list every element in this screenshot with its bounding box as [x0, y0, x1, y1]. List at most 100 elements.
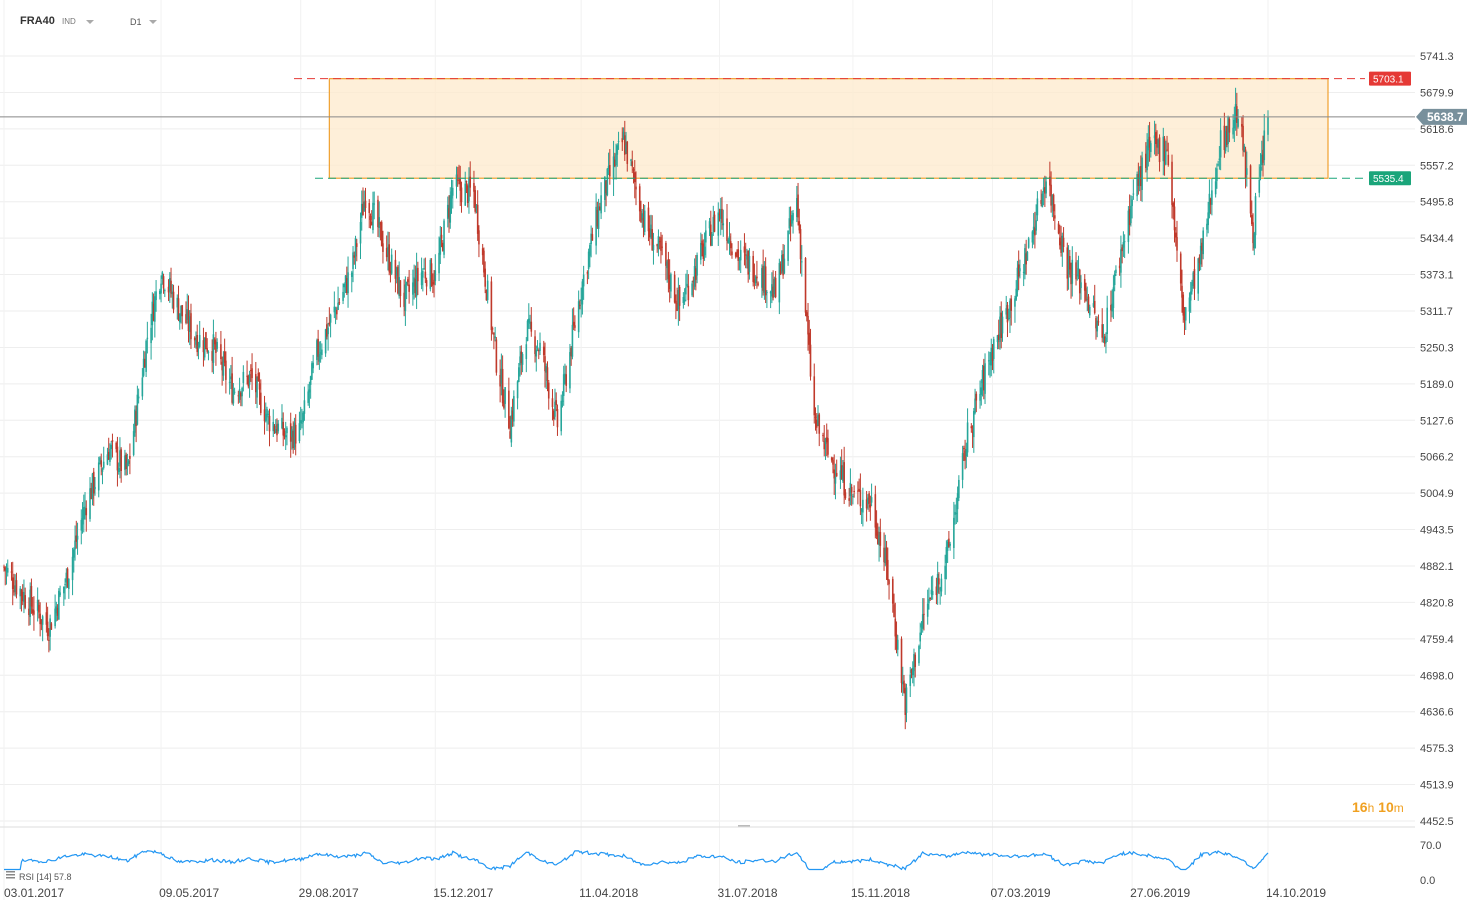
candle — [459, 165, 462, 207]
candle — [696, 252, 698, 284]
candle — [713, 211, 716, 233]
candle — [303, 386, 306, 421]
candle — [747, 250, 749, 283]
candle — [718, 208, 721, 222]
candle — [919, 622, 922, 650]
candle — [66, 567, 69, 588]
candle — [791, 210, 793, 227]
candle — [504, 387, 506, 418]
candle — [232, 383, 235, 406]
chevron-down-icon[interactable] — [86, 20, 94, 24]
candle — [491, 326, 494, 335]
candle — [1211, 178, 1213, 216]
candle — [591, 227, 594, 241]
instrument-type-label[interactable]: IND — [62, 17, 76, 26]
candle — [176, 294, 179, 320]
candle — [363, 190, 366, 212]
candle — [547, 380, 550, 410]
candle — [247, 374, 250, 389]
svg-text:5703.1: 5703.1 — [1373, 75, 1404, 86]
symbol-selector[interactable]: FRA40 — [20, 15, 55, 27]
candle — [286, 426, 288, 446]
candle — [884, 534, 887, 567]
candle — [731, 243, 733, 259]
candle — [1147, 125, 1150, 167]
candle — [1141, 151, 1143, 202]
candle — [909, 666, 912, 698]
candle — [196, 324, 199, 357]
candle — [327, 323, 329, 351]
candle — [1060, 225, 1062, 257]
candle — [1181, 269, 1183, 313]
candle — [660, 232, 662, 264]
supply-zone-rectangle[interactable] — [328, 78, 1329, 179]
candle — [206, 338, 208, 354]
candle — [805, 310, 808, 322]
candle — [1259, 153, 1262, 181]
candle — [221, 356, 223, 386]
candle — [930, 576, 933, 601]
candle — [1228, 116, 1231, 143]
pane-resize-handle[interactable] — [738, 825, 750, 827]
candle — [923, 598, 925, 631]
candle — [216, 338, 218, 352]
candle — [891, 576, 894, 613]
candle — [154, 291, 156, 338]
candle — [4, 566, 7, 586]
support-price-label: 5535.4 — [1369, 171, 1411, 186]
candle — [1051, 194, 1054, 218]
candle — [1246, 151, 1248, 187]
x-tick-label: 27.06.2019 — [1130, 886, 1190, 900]
candle — [137, 388, 140, 404]
candle — [867, 494, 869, 510]
candle — [417, 261, 419, 296]
candle — [464, 171, 467, 206]
candle — [936, 561, 939, 605]
candle — [1010, 295, 1013, 326]
rsi-legend[interactable]: RSI [14] 57.8 — [6, 871, 72, 882]
chart-grid — [0, 0, 1415, 900]
candle — [255, 361, 257, 404]
candle — [727, 237, 730, 244]
candle — [408, 269, 410, 304]
candle — [921, 598, 924, 633]
candle — [569, 343, 571, 394]
candle — [579, 299, 581, 310]
chevron-down-icon[interactable] — [149, 20, 157, 24]
candle — [955, 497, 958, 524]
candle — [815, 413, 818, 434]
candle — [1115, 265, 1117, 277]
candle — [250, 364, 252, 382]
timeframe-selector[interactable]: D1 — [130, 17, 142, 27]
x-tick-label: 09.05.2017 — [159, 886, 219, 900]
candle — [476, 190, 479, 241]
candle — [935, 577, 938, 605]
candle — [590, 225, 592, 258]
x-tick-label: 15.12.2017 — [433, 886, 493, 900]
candle — [225, 351, 227, 394]
candle — [1027, 236, 1030, 249]
svg-text:5638.7: 5638.7 — [1427, 110, 1464, 124]
candle — [632, 167, 635, 184]
candle — [1118, 257, 1121, 276]
candle — [390, 248, 393, 276]
candle — [572, 307, 575, 331]
candle — [860, 508, 863, 525]
candle — [695, 255, 697, 291]
candle — [450, 179, 453, 214]
candle — [41, 614, 44, 642]
candle — [389, 261, 392, 283]
candle — [911, 661, 914, 684]
candle — [599, 202, 601, 211]
candle — [938, 572, 940, 595]
x-tick-label: 31.07.2018 — [718, 886, 778, 900]
candle — [266, 406, 268, 431]
candle — [248, 370, 251, 398]
candle — [1052, 193, 1055, 221]
candle — [1173, 198, 1176, 243]
candle — [258, 372, 261, 405]
candle — [1076, 260, 1079, 281]
candle — [10, 562, 13, 581]
candle — [15, 572, 18, 599]
